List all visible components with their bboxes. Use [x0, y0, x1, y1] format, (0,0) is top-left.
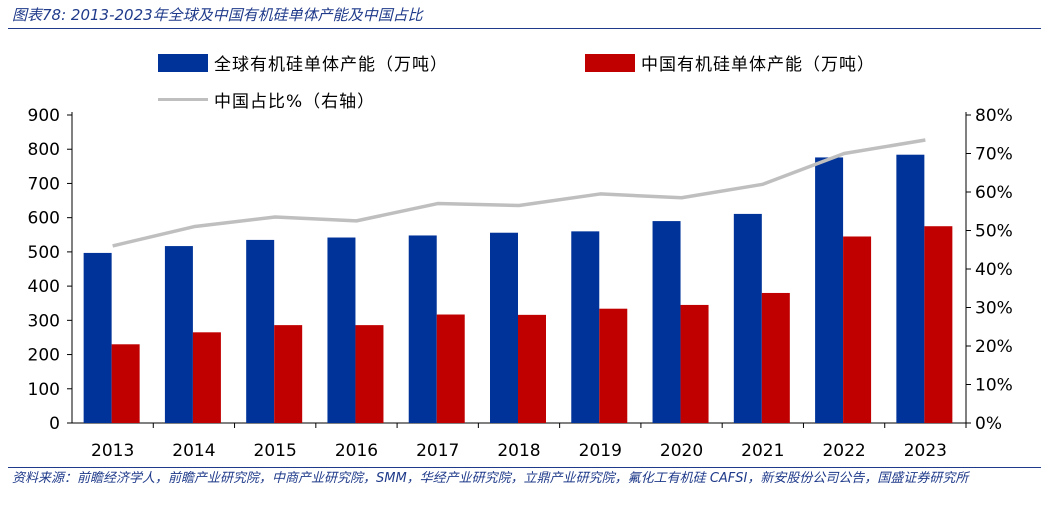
x-tick-label-2023: 2023 [904, 441, 947, 461]
line-china-share [112, 138, 926, 248]
legend-item-share: 中国占比%（右轴） [158, 87, 375, 112]
x-tick-label-2013: 2013 [91, 441, 134, 461]
bar-china-2021 [761, 292, 790, 423]
legend-label-share: 中国占比%（右轴） [214, 92, 376, 112]
y-left-tick-label: 100 [28, 380, 60, 400]
y-right-tick-label: 40% [975, 260, 1013, 280]
y-right-tick-label: 70% [975, 145, 1013, 165]
y-left-tick-label: 400 [28, 277, 60, 297]
bar-global-2016 [327, 237, 356, 423]
y-right-tick-label: 30% [975, 299, 1013, 319]
y-right-tick-label: 80% [975, 106, 1013, 126]
legend-swatch-share [158, 98, 208, 101]
legend-swatch-china [585, 53, 635, 72]
bar-global-2018 [490, 232, 518, 423]
bar-china-2020 [680, 304, 709, 423]
bar-global-2019 [571, 231, 600, 423]
bar-global-2022 [815, 157, 844, 424]
bar-china-2013 [111, 344, 140, 423]
bar-global-2013 [83, 252, 112, 423]
legend-label-china: 中国有机硅单体产能（万吨） [641, 55, 875, 75]
y-left-tick-label: 900 [28, 106, 60, 126]
bar-china-2023 [924, 226, 953, 423]
y-left-tick-label: 600 [28, 209, 60, 229]
bar-global-2017 [408, 235, 437, 423]
bar-china-2018 [518, 314, 546, 423]
legend-swatch-global [158, 53, 208, 72]
y-right-tick-label: 20% [975, 337, 1013, 357]
bar-china-2014 [192, 332, 221, 423]
x-tick-label-2015: 2015 [254, 441, 297, 461]
x-tick-label-2022: 2022 [822, 441, 865, 461]
y-right-tick-label: 0% [975, 414, 1002, 434]
bar-china-2016 [355, 325, 384, 423]
legend-item-global: 全球有机硅单体产能（万吨） [158, 50, 448, 75]
x-tick-label-2019: 2019 [579, 441, 622, 461]
bar-china-2015 [274, 325, 303, 423]
bar-global-2021 [733, 213, 762, 423]
bar-global-2020 [652, 221, 681, 423]
bar-china-2017 [436, 314, 465, 423]
y-left-tick-label: 0 [49, 414, 60, 434]
bar-china-2019 [599, 308, 628, 423]
x-tick-label-2014: 2014 [172, 441, 215, 461]
bar-global-2014 [164, 246, 193, 423]
y-left-tick-label: 800 [28, 140, 60, 160]
bar-global-2015 [246, 239, 275, 423]
y-left-tick-label: 200 [28, 346, 60, 366]
legend-item-china: 中国有机硅单体产能（万吨） [585, 50, 875, 75]
bar-china-2022 [843, 236, 872, 423]
x-tick-label-2017: 2017 [416, 441, 459, 461]
y-right-tick-label: 10% [975, 376, 1013, 396]
y-right-tick-label: 60% [975, 183, 1013, 203]
x-tick-label-2020: 2020 [660, 441, 703, 461]
figure-title: 图表78: 2013-2023年全球及中国有机硅单体产能及中国占比 [12, 6, 423, 24]
bar-global-2023 [896, 154, 925, 423]
x-tick-label-2016: 2016 [335, 441, 378, 461]
title-rule [8, 28, 1041, 29]
source-rule [8, 467, 1041, 468]
y-left-tick-label: 700 [28, 174, 60, 194]
y-left-tick-label: 500 [28, 243, 60, 263]
y-left-tick-label: 300 [28, 311, 60, 331]
x-tick-label-2018: 2018 [497, 441, 540, 461]
legend-label-global: 全球有机硅单体产能（万吨） [214, 55, 448, 75]
y-right-tick-label: 50% [975, 222, 1013, 242]
source-note: 资料来源：前瞻经济学人，前瞻产业研究院，中商产业研究院，SMM，华经产业研究院，… [12, 471, 969, 486]
x-tick-label-2021: 2021 [741, 441, 784, 461]
